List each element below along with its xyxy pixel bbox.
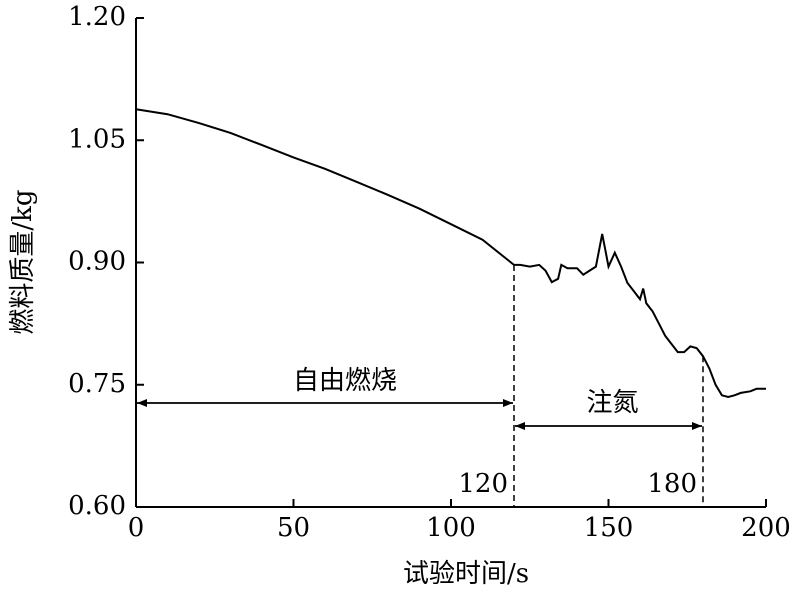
marker-label: 120 bbox=[458, 469, 508, 499]
y-axis-label: 燃料质量/kg bbox=[8, 189, 38, 334]
region-label: 自由燃烧 bbox=[293, 366, 397, 396]
x-tick-label: 100 bbox=[426, 513, 476, 543]
y-tick-label: 0.60 bbox=[68, 491, 126, 521]
y-tick-label: 1.20 bbox=[68, 2, 126, 32]
y-tick-label: 0.90 bbox=[68, 247, 126, 277]
x-tick-label: 50 bbox=[277, 513, 310, 543]
y-tick-label: 1.05 bbox=[68, 124, 126, 154]
y-tick-label: 0.75 bbox=[68, 369, 126, 399]
x-tick-label: 150 bbox=[584, 513, 634, 543]
x-axis-label: 试验时间/s bbox=[403, 559, 529, 589]
data-line bbox=[135, 108, 766, 399]
region-label: 注氮 bbox=[586, 388, 638, 418]
x-tick-label: 0 bbox=[128, 513, 145, 543]
marker-label: 180 bbox=[647, 469, 697, 499]
x-tick-label: 200 bbox=[741, 513, 791, 543]
